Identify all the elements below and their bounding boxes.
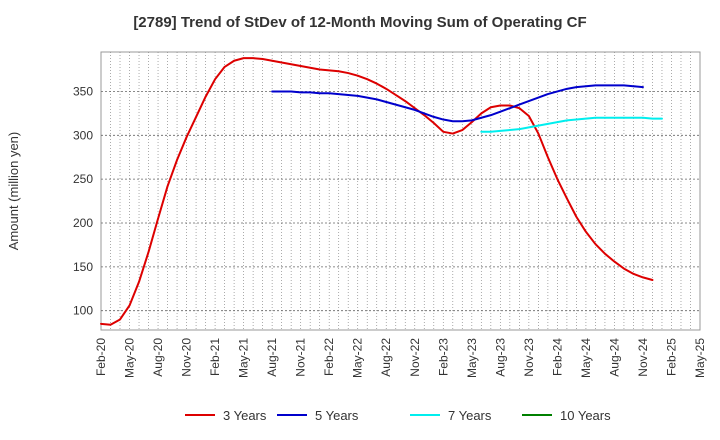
legend-label: 3 Years	[223, 408, 267, 423]
x-tick-label: Aug-24	[607, 338, 621, 377]
axis-layer: 100 150 200 250 300 350 Feb-20 May-20 Aug-20 Nov-…	[73, 84, 707, 378]
x-tick-label: Feb-20	[94, 338, 108, 376]
x-tick-label: May-25	[693, 338, 707, 378]
series-line-5-years	[271, 84, 644, 123]
series-line-3-years	[100, 57, 654, 326]
x-tick-label: May-24	[579, 338, 593, 378]
y-axis-title: Amount (million yen)	[6, 132, 21, 251]
grid-layer	[100, 51, 701, 331]
y-tick-label: 350	[73, 84, 93, 98]
chart-title: [2789] Trend of StDev of 12-Month Moving…	[133, 14, 587, 31]
y-tick-label: 150	[73, 260, 93, 274]
series-layer	[100, 57, 663, 326]
legend: 3 Years 5 Years 7 Years 10 Years	[185, 408, 611, 423]
x-tick-label: May-21	[237, 338, 251, 378]
x-tick-label: Feb-23	[436, 338, 450, 376]
series-line-7-years	[480, 116, 663, 133]
y-tick-label: 300	[73, 128, 93, 142]
y-tick-label: 100	[73, 304, 93, 318]
x-tick-label: Aug-22	[379, 338, 393, 377]
x-tick-label: Nov-20	[180, 338, 194, 377]
x-tick-label: Feb-25	[664, 338, 678, 376]
legend-label: 7 Years	[448, 408, 492, 423]
x-tick-label: Feb-24	[550, 338, 564, 376]
x-tick-label: Aug-23	[493, 338, 507, 377]
legend-label: 5 Years	[315, 408, 359, 423]
x-tick-label: Feb-21	[208, 338, 222, 376]
legend-label: 10 Years	[560, 408, 611, 423]
y-tick-label: 200	[73, 216, 93, 230]
x-tick-label: Aug-21	[265, 338, 279, 377]
x-tick-label: Nov-21	[294, 338, 308, 377]
x-tick-label: May-23	[465, 338, 479, 378]
x-tick-label: May-22	[351, 338, 365, 378]
x-tick-label: Feb-22	[322, 338, 336, 376]
x-tick-label: May-20	[123, 338, 137, 378]
plot-border	[100, 51, 701, 331]
x-tick-label: Nov-24	[636, 338, 650, 377]
x-tick-label: Nov-22	[408, 338, 422, 377]
y-tick-label: 250	[73, 172, 93, 186]
x-tick-label: Nov-23	[522, 338, 536, 377]
x-tick-label: Aug-20	[151, 338, 165, 377]
